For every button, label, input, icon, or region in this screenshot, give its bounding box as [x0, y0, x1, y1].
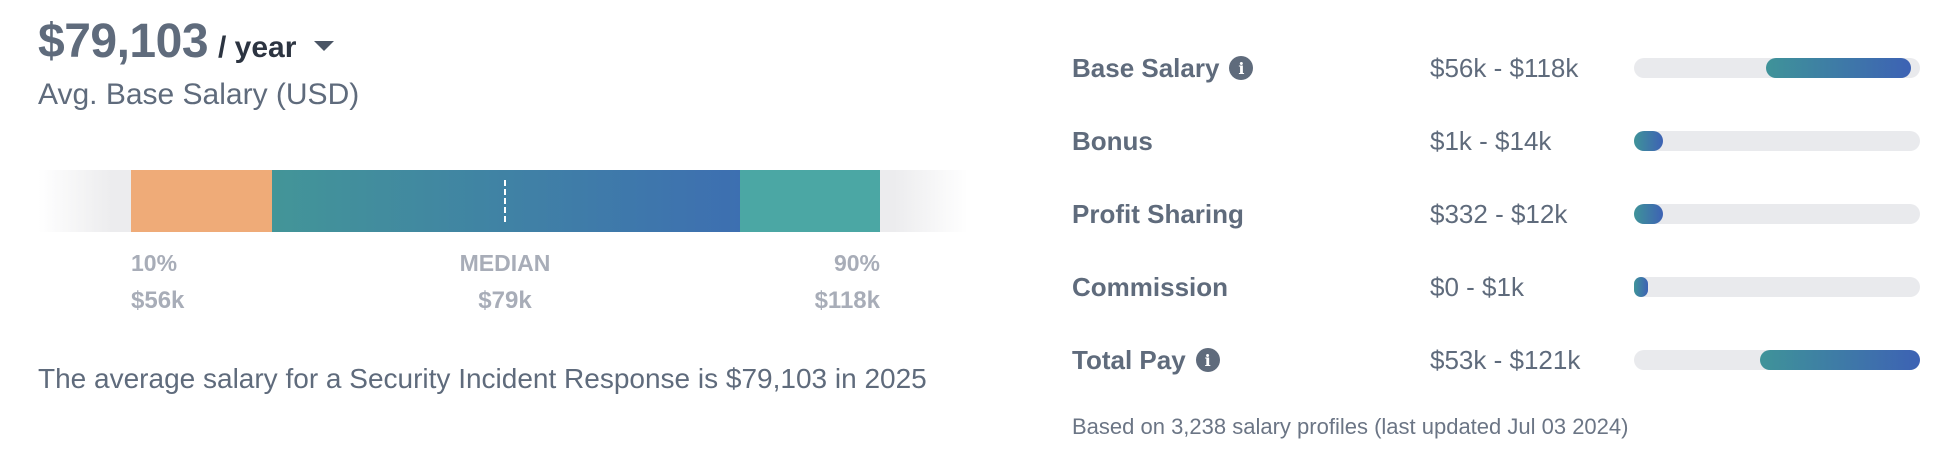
comp-range-track — [1634, 350, 1920, 370]
salary-subtitle: Avg. Base Salary (USD) — [38, 78, 360, 111]
comp-range-fill — [1634, 131, 1663, 151]
info-icon[interactable]: i — [1229, 56, 1254, 80]
comp-label: Total Pay — [1072, 344, 1186, 375]
comp-range-track — [1634, 277, 1920, 297]
comp-range-track — [1634, 204, 1920, 224]
comp-label: Commission — [1072, 271, 1229, 302]
comp-row-commission: Commission $0 - $1k — [1072, 267, 1932, 307]
comp-row-profit-sharing: Profit Sharing $332 - $12k — [1072, 194, 1932, 234]
comp-label: Base Salary — [1072, 52, 1220, 83]
median-marker — [504, 180, 506, 222]
percentile-10-value: $56k — [131, 287, 185, 314]
comp-range: $0 - $1k — [1430, 271, 1524, 302]
comp-range: $56k - $118k — [1430, 52, 1579, 83]
range-segment-mid — [272, 170, 740, 232]
salary-headline: $79,103 / year — [38, 14, 335, 69]
average-salary-amount: $79,103 — [38, 15, 209, 68]
comp-range: $1k - $14k — [1430, 125, 1552, 156]
comp-range: $332 - $12k — [1430, 198, 1568, 229]
salary-description: The average salary for a Security Incide… — [38, 363, 927, 394]
comp-range-track — [1634, 131, 1920, 151]
percentile-10-label: 10% — [131, 250, 178, 276]
comp-label: Bonus — [1072, 125, 1153, 156]
comp-range-track — [1634, 58, 1920, 78]
info-icon[interactable]: i — [1195, 348, 1220, 372]
comp-label: Profit Sharing — [1072, 198, 1244, 229]
range-segment-low — [131, 170, 272, 232]
salary-summary-panel: $79,103 / year Avg. Base Salary (USD) 10… — [38, 0, 998, 468]
comp-range: $53k - $121k — [1430, 344, 1581, 375]
percentile-90-value: $118k — [814, 287, 880, 314]
salary-range-bar — [38, 170, 968, 232]
comp-range-fill — [1634, 277, 1648, 297]
percentile-90-label: 90% — [833, 250, 880, 276]
pay-period-selector[interactable]: / year — [218, 31, 297, 64]
range-segment-high — [740, 170, 880, 232]
comp-row-bonus: Bonus $1k - $14k — [1072, 121, 1932, 161]
comp-row-total-pay: Total Pay i $53k - $121k — [1072, 340, 1932, 380]
comp-range-fill — [1634, 204, 1663, 224]
compensation-breakdown-panel: Base Salary i $56k - $118k Bonus $1k - $… — [1072, 0, 1932, 468]
comp-row-base-salary: Base Salary i $56k - $118k — [1072, 48, 1932, 88]
comp-range-fill — [1759, 350, 1920, 370]
median-label: MEDIAN — [459, 250, 551, 276]
comp-range-fill — [1765, 58, 1912, 78]
median-value: $79k — [478, 287, 532, 314]
data-source-footnote: Based on 3,238 salary profiles (last upd… — [1072, 414, 1629, 439]
chevron-down-icon[interactable] — [314, 41, 335, 51]
